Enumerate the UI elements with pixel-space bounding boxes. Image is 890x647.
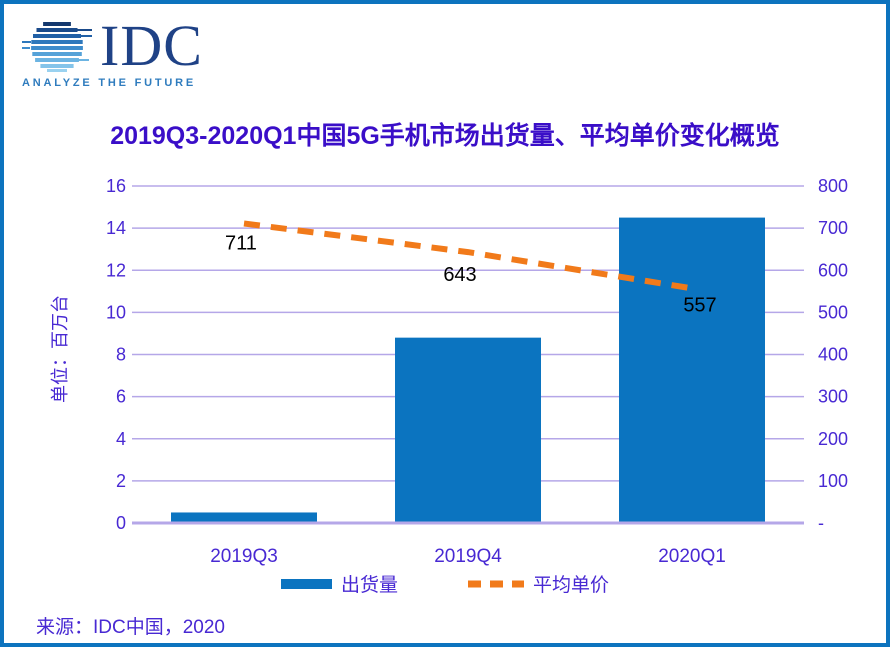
category-label: 2019Q4 (434, 546, 502, 567)
chart-plot-area: 0 2 4 6 8 10 12 14 16 - 100 200 300 400 500 600 700 800 单位… (50, 176, 848, 567)
category-label: 2019Q3 (210, 546, 278, 567)
bar-series-swatch (280, 578, 332, 589)
left-axis-tick: 8 (116, 345, 126, 365)
right-axis-tick: 800 (818, 176, 848, 196)
right-axis-tick: 300 (818, 387, 848, 407)
category-label: 2020Q1 (658, 546, 726, 567)
idc-globe-icon (22, 22, 92, 72)
left-axis-title: 单位：百万台 (50, 295, 70, 403)
right-axis-tick: 500 (818, 302, 848, 322)
legend-item-shipments: 出货量 (280, 570, 398, 597)
left-axis-tick: 16 (106, 176, 126, 196)
right-axis-tick: 400 (818, 345, 848, 365)
line-data-label: 643 (443, 264, 476, 286)
line-data-label: 711 (225, 232, 257, 254)
legend-label-shipments: 出货量 (340, 575, 398, 596)
idc-logo: IDC ANALYZE THE FUTURE (22, 13, 203, 89)
dashed-line-swatch (468, 580, 524, 587)
legend-label-asp: 平均单价 (533, 575, 610, 596)
idc-logo-tagline: ANALYZE THE FUTURE (22, 77, 197, 89)
left-axis-tick: 6 (116, 387, 126, 407)
line-data-label: 557 (683, 294, 716, 316)
right-axis-tick: - (818, 513, 824, 533)
bar-2019Q4 (395, 337, 541, 523)
right-axis-tick: 100 (818, 471, 848, 491)
right-axis-tick: 700 (818, 218, 848, 238)
right-axis-tick: 600 (818, 260, 848, 280)
left-axis-tick: 14 (106, 218, 126, 238)
legend-item-asp: 平均单价 (468, 570, 609, 597)
left-axis-tick: 10 (106, 302, 126, 322)
chart-legend: 出货量 平均单价 (4, 570, 886, 597)
left-axis-tick: 12 (106, 260, 126, 280)
bar-2020Q1 (619, 217, 765, 523)
right-axis-tick: 200 (818, 429, 848, 449)
idc-logo-text: IDC (100, 13, 203, 78)
source-note: 来源：IDC中国，2020 (36, 617, 225, 638)
chart-title: 2019Q3-2020Q1中国5G手机市场出货量、平均单价变化概览 (110, 122, 780, 150)
left-axis-tick: 4 (116, 429, 126, 449)
left-axis-tick: 2 (116, 471, 126, 491)
average-price-line (243, 220, 693, 292)
bar-2019Q3 (171, 512, 317, 523)
left-axis-tick: 0 (116, 513, 126, 533)
